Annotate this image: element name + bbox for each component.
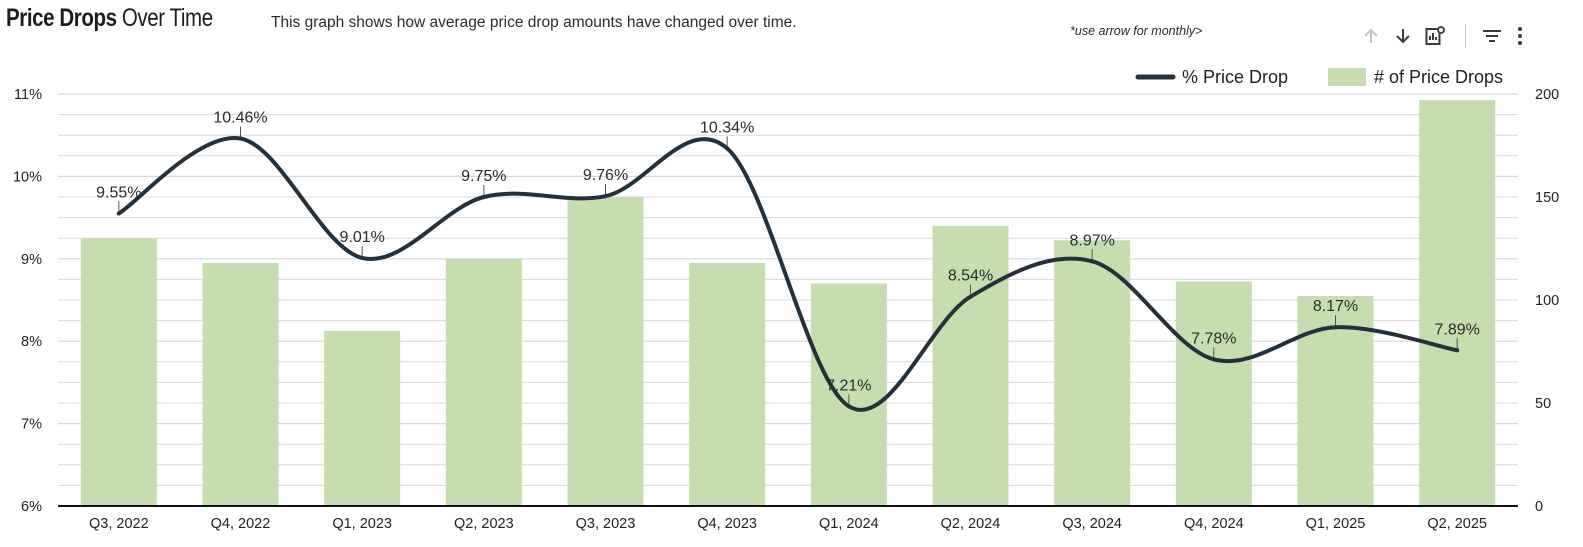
more-vert-icon[interactable] bbox=[1508, 22, 1532, 50]
y-left-tick-label: 11% bbox=[14, 87, 42, 103]
chart-title-rest: Over Time bbox=[116, 4, 213, 32]
data-label: 10.34% bbox=[700, 119, 754, 136]
x-tick-label: Q3, 2024 bbox=[1062, 516, 1122, 532]
line-point bbox=[238, 136, 243, 141]
chart-title: Price Drops Over Time bbox=[6, 4, 213, 33]
data-label: 9.01% bbox=[339, 229, 384, 246]
x-tick-label: Q1, 2025 bbox=[1306, 516, 1366, 532]
y-right-tick-label: 150 bbox=[1535, 190, 1559, 206]
arrow-down-icon[interactable] bbox=[1387, 22, 1419, 50]
x-tick-label: Q3, 2022 bbox=[89, 516, 149, 532]
bar bbox=[445, 258, 522, 506]
bar bbox=[80, 238, 157, 506]
data-label: 9.75% bbox=[461, 168, 506, 185]
bar bbox=[567, 197, 644, 506]
chart-subtitle: This graph shows how average price drop … bbox=[271, 14, 797, 31]
y-left-tick-label: 7% bbox=[21, 417, 42, 433]
line-point bbox=[116, 211, 121, 216]
line-point bbox=[1090, 259, 1095, 264]
legend-bar-label: # of Price Drops bbox=[1374, 67, 1503, 87]
bar bbox=[1175, 281, 1252, 506]
x-tick-label: Q4, 2023 bbox=[697, 516, 757, 532]
x-tick-label: Q2, 2023 bbox=[454, 516, 514, 532]
y-left-tick-label: 8% bbox=[21, 334, 42, 350]
data-label: 7.78% bbox=[1191, 330, 1236, 347]
data-label: 8.17% bbox=[1313, 298, 1358, 315]
line-point bbox=[1211, 357, 1216, 362]
line-point bbox=[725, 146, 730, 151]
y-left-tick-label: 6% bbox=[21, 499, 42, 515]
y-right-tick-label: 0 bbox=[1535, 499, 1543, 515]
line-point bbox=[360, 255, 365, 260]
bar bbox=[932, 225, 1009, 506]
line-point bbox=[1455, 348, 1460, 353]
chart-title-bold: Price Drops bbox=[6, 4, 117, 32]
monthly-hint: *use arrow for monthly> bbox=[1070, 24, 1203, 38]
bar bbox=[689, 262, 766, 506]
data-label: 10.46% bbox=[213, 109, 267, 126]
y-left-tick-label: 9% bbox=[21, 252, 42, 268]
line-point bbox=[1333, 325, 1338, 330]
arrow-up-icon[interactable] bbox=[1355, 22, 1387, 50]
y-right-tick-label: 100 bbox=[1535, 293, 1559, 309]
data-label: 9.76% bbox=[583, 167, 628, 184]
x-tick-label: Q3, 2023 bbox=[576, 516, 636, 532]
line-point bbox=[481, 195, 486, 199]
chart-toolbar bbox=[1355, 22, 1532, 50]
data-label: 7.21% bbox=[826, 377, 871, 394]
bar bbox=[324, 330, 401, 506]
toolbar-divider bbox=[1465, 24, 1466, 48]
x-tick-label: Q4, 2024 bbox=[1184, 516, 1244, 532]
data-label: 8.54% bbox=[948, 268, 993, 285]
bar bbox=[1419, 100, 1496, 507]
line-point bbox=[968, 294, 973, 299]
legend-line-label: % Price Drop bbox=[1182, 67, 1288, 87]
y-right-tick-label: 200 bbox=[1535, 87, 1559, 103]
filter-icon[interactable] bbox=[1476, 22, 1508, 50]
x-tick-label: Q1, 2023 bbox=[332, 516, 392, 532]
price-drop-line bbox=[116, 136, 1460, 412]
x-tick-label: Q1, 2024 bbox=[819, 516, 879, 532]
bar bbox=[1054, 240, 1131, 506]
y-right-tick-label: 50 bbox=[1535, 396, 1551, 412]
bar bbox=[202, 262, 279, 506]
data-label: 7.89% bbox=[1434, 321, 1479, 338]
x-tick-label: Q4, 2022 bbox=[211, 516, 271, 532]
legend-bar-swatch bbox=[1328, 68, 1366, 86]
x-tick-label: Q2, 2025 bbox=[1427, 516, 1487, 532]
line-point bbox=[603, 194, 608, 199]
data-label: 9.55% bbox=[96, 184, 141, 201]
x-tick-label: Q2, 2024 bbox=[941, 516, 1001, 532]
data-label: 8.97% bbox=[1069, 232, 1114, 249]
chart-settings-icon[interactable] bbox=[1419, 22, 1451, 50]
line-point bbox=[846, 404, 851, 409]
y-left-tick-label: 10% bbox=[13, 169, 42, 185]
